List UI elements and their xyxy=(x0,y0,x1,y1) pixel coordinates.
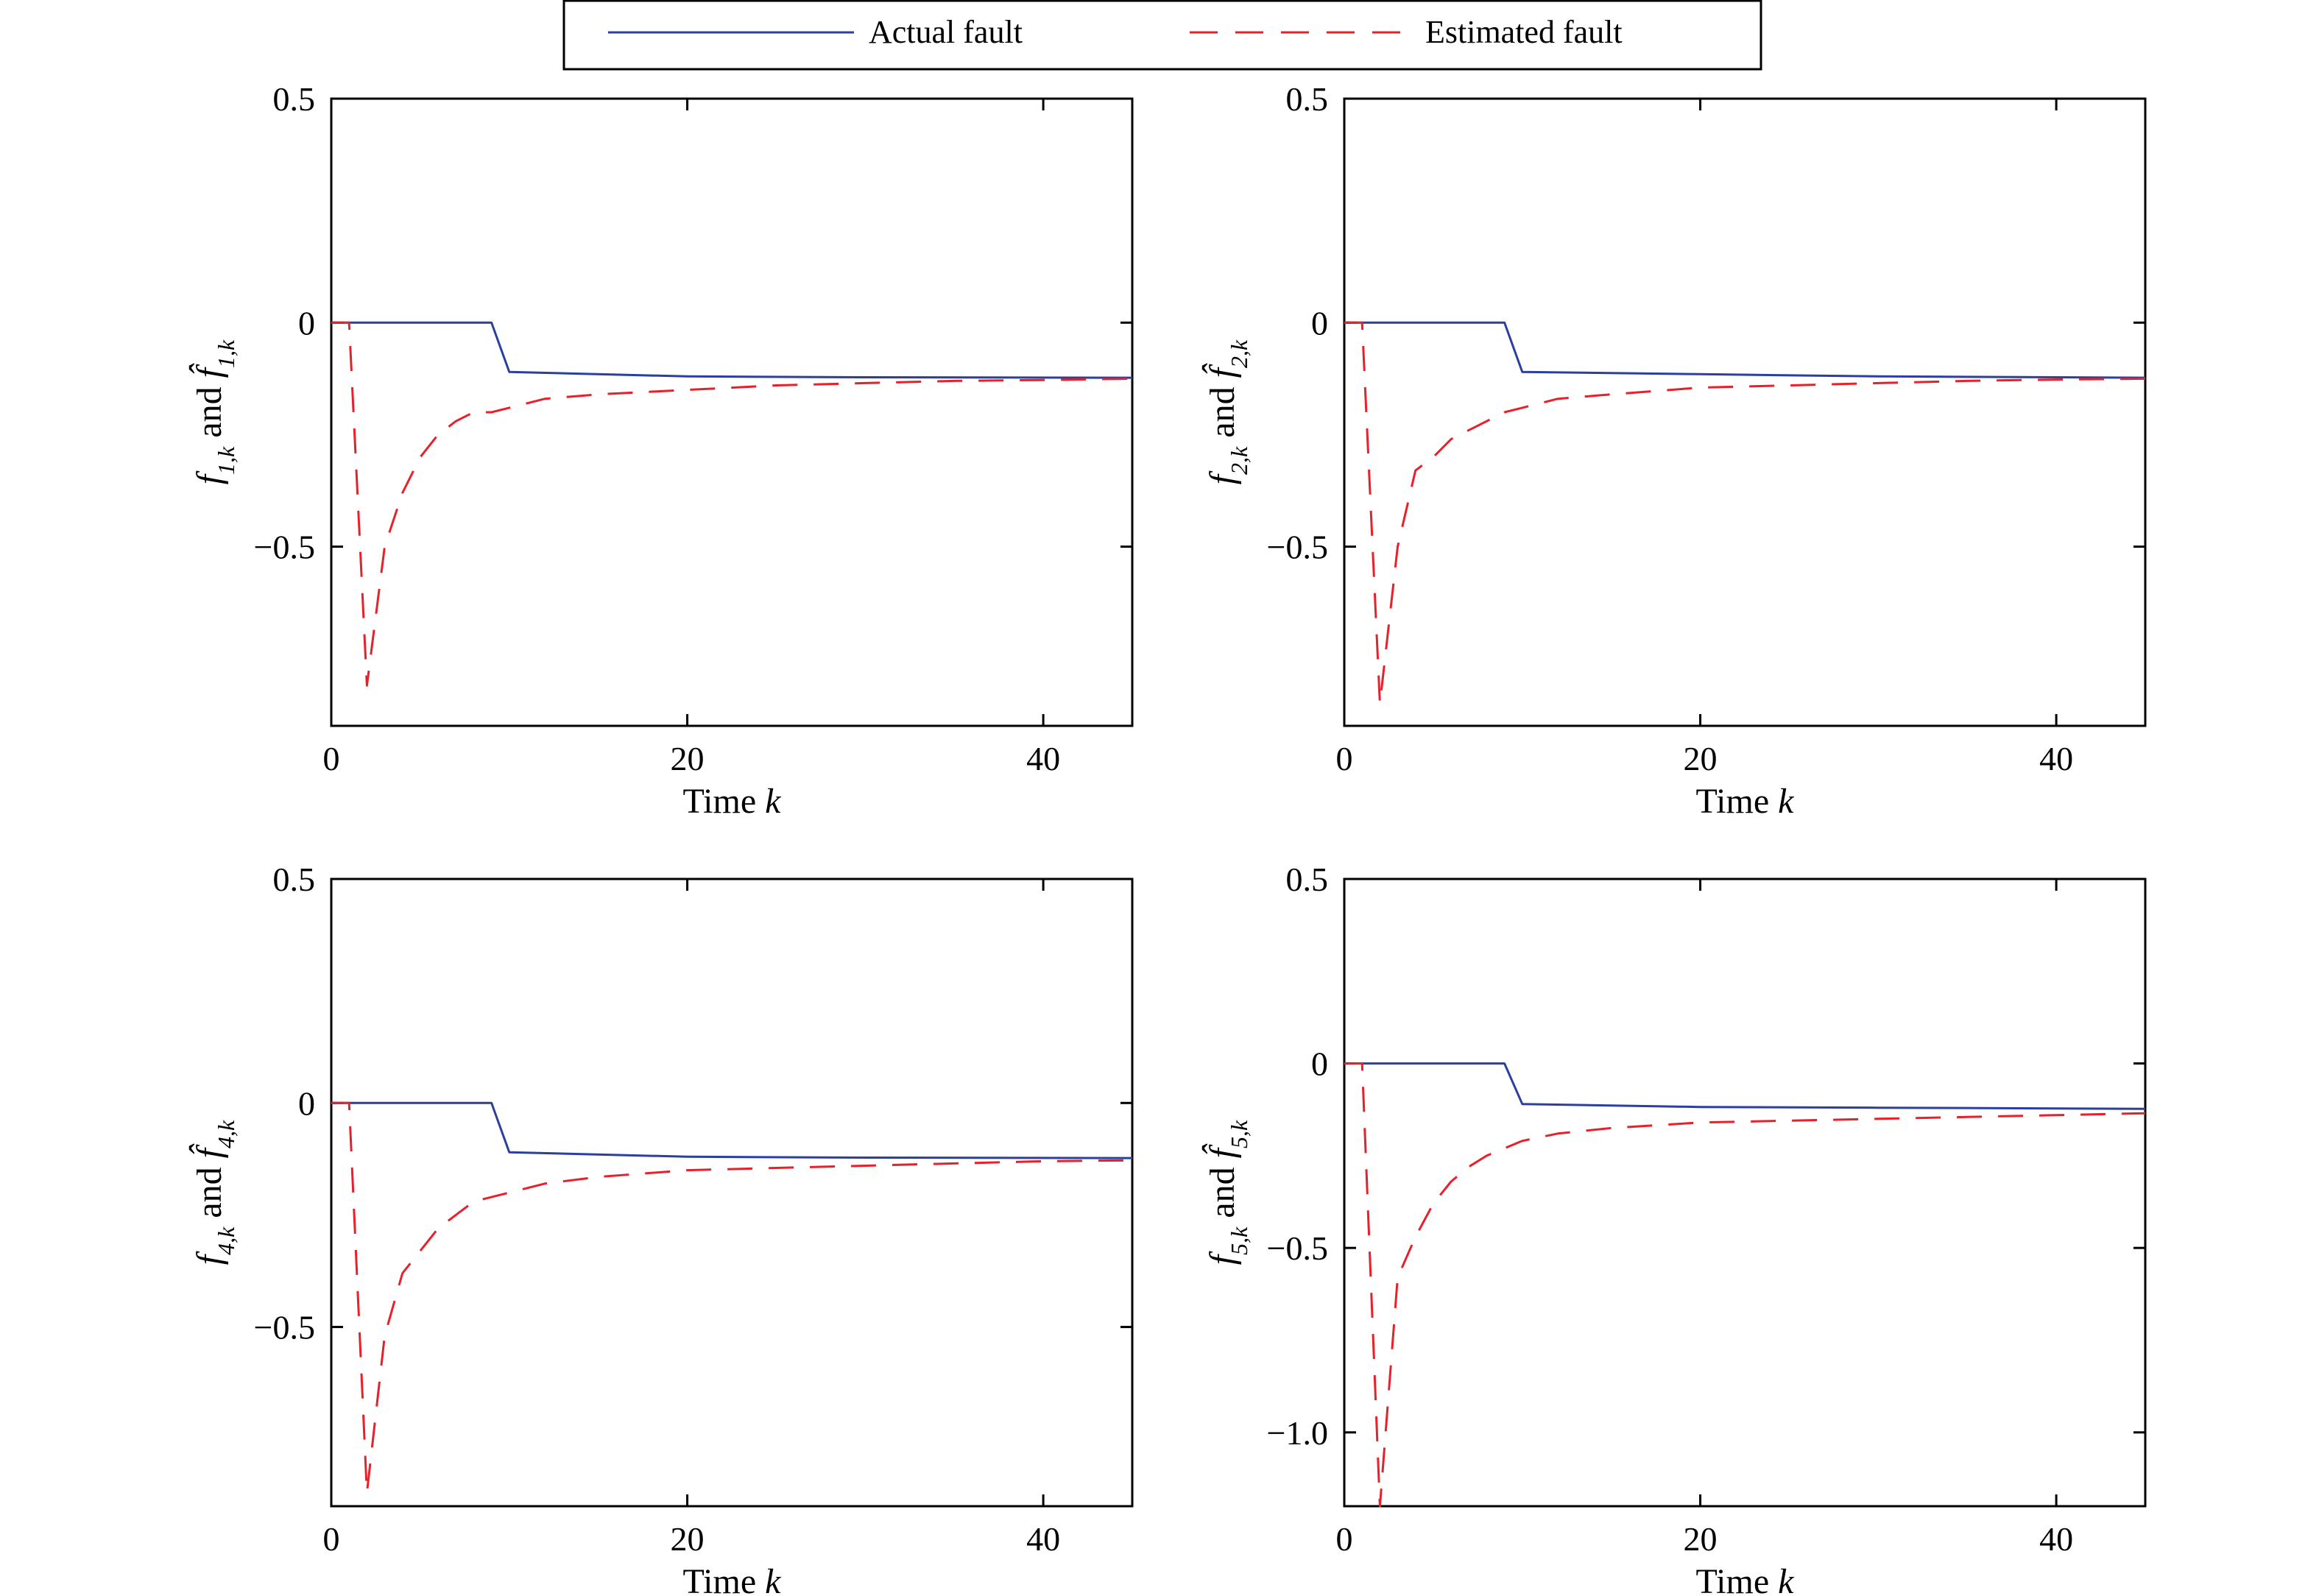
x-tick-label: 0 xyxy=(1336,740,1353,777)
estimated-fault-line xyxy=(1344,321,2146,705)
y-axis-label: f4,k and f̂4,k xyxy=(188,1120,239,1265)
estimated-fault-line xyxy=(331,321,1133,687)
x-axis-label: Time k xyxy=(1696,1562,1796,1596)
x-axis-label: Time k xyxy=(683,1562,783,1596)
x-tick-label: 40 xyxy=(2039,740,2073,777)
actual-fault-line xyxy=(331,321,1133,379)
x-tick-label: 40 xyxy=(1026,1520,1060,1558)
subplot-1: 0 20 40 0.5 0 −0.5 Time k f1,k and f̂1,k xyxy=(188,80,1134,821)
estimated-fault-line xyxy=(1344,1062,2146,1508)
y-tick-label: 0.5 xyxy=(1286,861,1329,898)
y-tick-label: 0 xyxy=(298,304,315,342)
y-tick-label: 0.5 xyxy=(1286,80,1329,118)
x-tick-label: 20 xyxy=(671,1520,705,1558)
y-tick-label: −0.5 xyxy=(254,1309,315,1346)
legend-actual-label: Actual fault xyxy=(869,14,1023,50)
x-tick-label: 40 xyxy=(1026,740,1060,777)
y-tick-label: 0 xyxy=(298,1084,315,1122)
estimated-fault-line xyxy=(331,1101,1133,1494)
plot-area-frame xyxy=(330,97,1134,727)
x-tick-label: 20 xyxy=(1684,740,1718,777)
actual-fault-line xyxy=(1344,321,2146,379)
y-tick-label: 0.5 xyxy=(273,80,316,118)
y-axis-label: f2,k and f̂2,k xyxy=(1201,339,1252,484)
x-tick-label: 0 xyxy=(323,1520,340,1558)
y-tick-label: −1.0 xyxy=(1267,1414,1328,1452)
x-tick-label: 20 xyxy=(671,740,705,777)
subplot-4: 0 20 40 0.5 0 −0.5 −1.0 Time k f5,k and f̂5,k xyxy=(1201,861,2147,1596)
legend-frame xyxy=(562,0,1762,71)
subplot-3: 0 20 40 0.5 0 −0.5 Time k f4,k and f̂4,k xyxy=(188,861,1134,1596)
y-tick-label: 0 xyxy=(1311,304,1328,342)
legend-estimated-label: Estimated fault xyxy=(1425,14,1623,50)
actual-fault-line xyxy=(1344,1062,2146,1110)
plot-area-frame xyxy=(330,878,1134,1508)
x-tick-label: 0 xyxy=(323,740,340,777)
actual-fault-line xyxy=(331,1101,1133,1159)
legend: Actual fault Estimated fault xyxy=(562,0,1762,71)
y-tick-label: −0.5 xyxy=(254,529,315,566)
plot-area-frame xyxy=(1343,97,2147,727)
y-tick-label: 0.5 xyxy=(273,861,316,898)
x-axis-label: Time k xyxy=(683,782,783,821)
y-axis-label: f1,k and f̂1,k xyxy=(188,339,239,484)
x-axis-label: Time k xyxy=(1696,782,1796,821)
plot-area-frame xyxy=(1343,878,2147,1508)
y-tick-label: −0.5 xyxy=(1267,529,1328,566)
y-axis-label: f5,k and f̂5,k xyxy=(1201,1120,1252,1265)
y-tick-label: −0.5 xyxy=(1267,1229,1328,1267)
y-tick-label: 0 xyxy=(1311,1045,1328,1083)
x-tick-label: 40 xyxy=(2039,1520,2073,1558)
x-tick-label: 0 xyxy=(1336,1520,1353,1558)
x-tick-label: 20 xyxy=(1684,1520,1718,1558)
subplot-2: 0 20 40 0.5 0 −0.5 Time k f2,k and f̂2,k xyxy=(1201,80,2147,821)
